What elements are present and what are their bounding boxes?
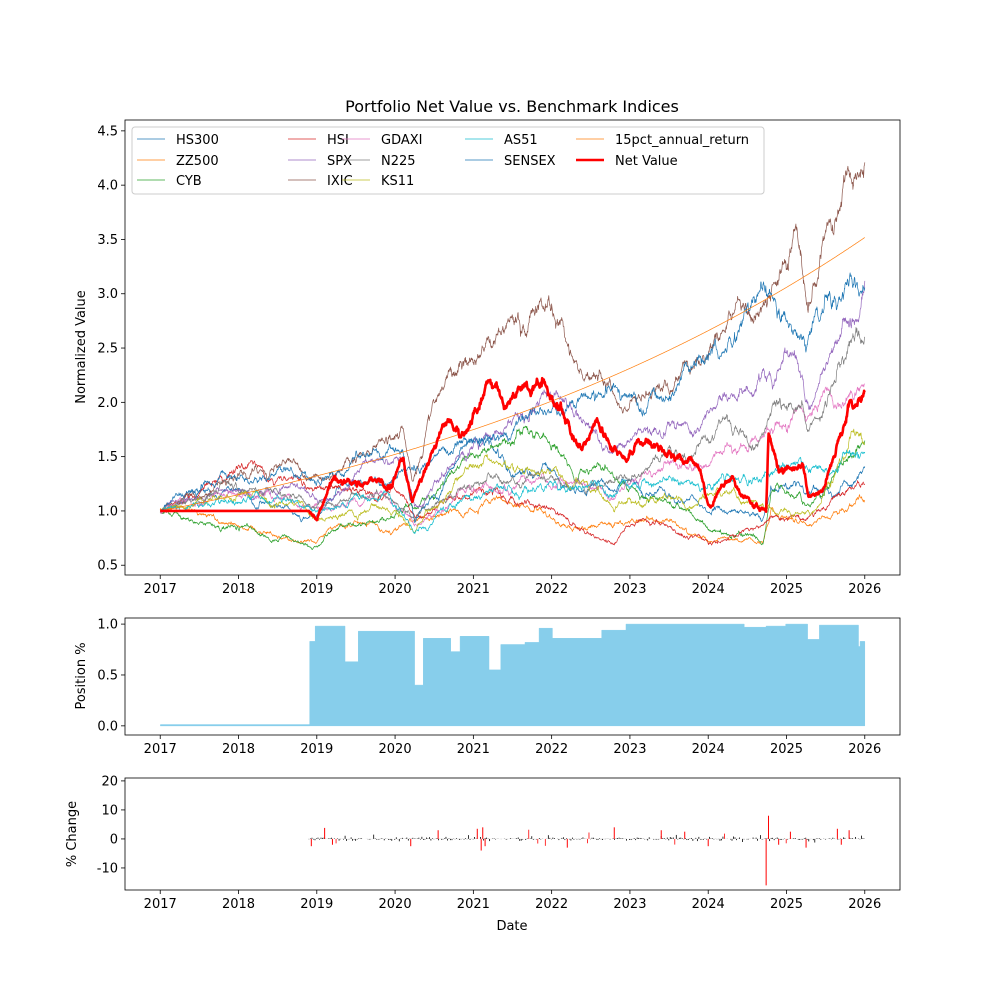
x-tick-label: 2025 <box>770 897 803 912</box>
y-tick-label: 1.0 <box>97 504 118 519</box>
legend-item: SPX <box>288 154 352 169</box>
legend-label: HSI <box>327 133 349 148</box>
position-area <box>159 623 866 727</box>
legend-label: 15pct_annual_return <box>615 133 749 148</box>
legend-label: CYB <box>176 174 202 189</box>
series-line-ixic <box>160 162 866 513</box>
x-tick-label: 2018 <box>222 897 255 912</box>
x-tick-label: 2021 <box>457 582 490 597</box>
y-tick-label: 0.5 <box>97 559 118 574</box>
x-tick-label: 2018 <box>222 742 255 757</box>
chart-title: Portfolio Net Value vs. Benchmark Indice… <box>345 97 679 116</box>
legend-item: HS300 <box>137 133 219 148</box>
x-tick-label: 2022 <box>535 742 568 757</box>
series-line-cyb <box>159 425 866 551</box>
y-tick-label: 4.0 <box>97 179 118 194</box>
series-line-15pct-annual-return <box>160 237 865 512</box>
legend-item: ZZ500 <box>137 154 219 169</box>
legend-label: SENSEX <box>504 154 556 169</box>
x-tick-label: 2026 <box>848 582 881 597</box>
legend-label: KS11 <box>381 174 414 189</box>
legend-item: CYB <box>137 174 202 189</box>
legend-label: ZZ500 <box>176 154 219 169</box>
series-line-n225 <box>159 327 866 521</box>
series-line-net-value <box>159 376 866 522</box>
x-tick-label: 2020 <box>379 897 412 912</box>
x-tick-label: 2026 <box>848 897 881 912</box>
legend-item: SENSEX <box>465 154 556 169</box>
y-tick-label: 0.5 <box>97 668 118 683</box>
pct-change-axes: 2017 2018 2019 2020 2021 2022 2023 2024 2025 2026… <box>97 774 901 912</box>
legend-item: N225 <box>342 154 416 169</box>
legend-item: Net Value <box>576 154 678 169</box>
series-line-hsi <box>159 460 866 546</box>
pct-change-y-label: % Change <box>65 801 80 867</box>
x-tick-label: 2021 <box>457 897 490 912</box>
x-tick-label: 2024 <box>692 582 725 597</box>
x-tick-label: 2025 <box>770 742 803 757</box>
x-tick-label: 2023 <box>613 897 646 912</box>
y-tick-label: 1.5 <box>97 450 118 465</box>
x-tick-label: 2020 <box>379 742 412 757</box>
x-tick-label: 2023 <box>613 742 646 757</box>
legend-box <box>131 126 765 195</box>
y-tick-label: 4.5 <box>97 124 118 139</box>
x-tick-label: 2019 <box>300 582 333 597</box>
x-tick-label: 2021 <box>457 742 490 757</box>
x-tick-label: 2024 <box>692 742 725 757</box>
legend-label: AS51 <box>504 133 538 148</box>
main-y-label: Normalized Value <box>74 290 89 404</box>
legend-item: GDAXI <box>342 133 423 148</box>
x-tick-label: 2019 <box>300 742 333 757</box>
legend-label: N225 <box>381 154 416 169</box>
y-tick-label: 1.0 <box>97 618 118 633</box>
legend-label: GDAXI <box>381 133 423 148</box>
y-tick-label: -10 <box>97 861 118 876</box>
legend-label: IXIC <box>327 174 353 189</box>
series-line-zz500 <box>159 494 866 545</box>
legend-item: 15pct_annual_return <box>576 133 749 148</box>
series-line-as51 <box>159 449 866 535</box>
series-line-ks11 <box>160 428 865 534</box>
legend-item: HSI <box>288 133 349 148</box>
main-axes: 2017 2018 2019 2020 2021 2022 2023 2024 2025 2026… <box>97 119 901 597</box>
axes-frame <box>124 119 901 576</box>
x-tick-label: 2022 <box>535 582 568 597</box>
legend-label: Net Value <box>615 154 678 169</box>
x-tick-label: 2024 <box>692 897 725 912</box>
y-tick-label: 0.0 <box>97 719 118 734</box>
x-tick-label: 2022 <box>535 897 568 912</box>
axes-frame <box>124 777 901 891</box>
y-tick-label: 10 <box>101 803 118 818</box>
y-tick-label: 0 <box>110 832 118 847</box>
series-line-sensex <box>159 272 866 524</box>
y-tick-label: 2.5 <box>97 342 118 357</box>
x-tick-label: 2023 <box>613 582 646 597</box>
series-line-spx <box>159 280 866 513</box>
x-axis-label: Date <box>496 919 527 934</box>
x-tick-label: 2017 <box>144 582 177 597</box>
x-tick-label: 2018 <box>222 582 255 597</box>
x-tick-label: 2017 <box>144 897 177 912</box>
legend-item: IXIC <box>288 174 353 189</box>
position-axes: 2017 2018 2019 2020 2021 2022 2023 2024 2025 2026… <box>97 617 901 757</box>
y-tick-label: 3.0 <box>97 287 118 302</box>
y-tick-label: 3.5 <box>97 233 118 248</box>
y-tick-label: 2.0 <box>97 396 118 411</box>
x-tick-label: 2017 <box>144 742 177 757</box>
legend-label: HS300 <box>176 133 219 148</box>
x-tick-label: 2019 <box>300 897 333 912</box>
legend-item: KS11 <box>342 174 414 189</box>
x-tick-label: 2020 <box>379 582 412 597</box>
x-tick-label: 2025 <box>770 582 803 597</box>
legend: HS300 ZZ500 CYB HSI SPX IXIC GDAXI N225 KS11 AS51… <box>131 126 765 195</box>
series-line-gdaxi <box>159 383 865 527</box>
y-tick-label: 20 <box>101 774 118 789</box>
axes-frame <box>124 617 901 736</box>
legend-label: SPX <box>327 154 352 169</box>
x-tick-label: 2026 <box>848 742 881 757</box>
position-y-label: Position % <box>74 642 89 709</box>
legend-item: AS51 <box>465 133 538 148</box>
